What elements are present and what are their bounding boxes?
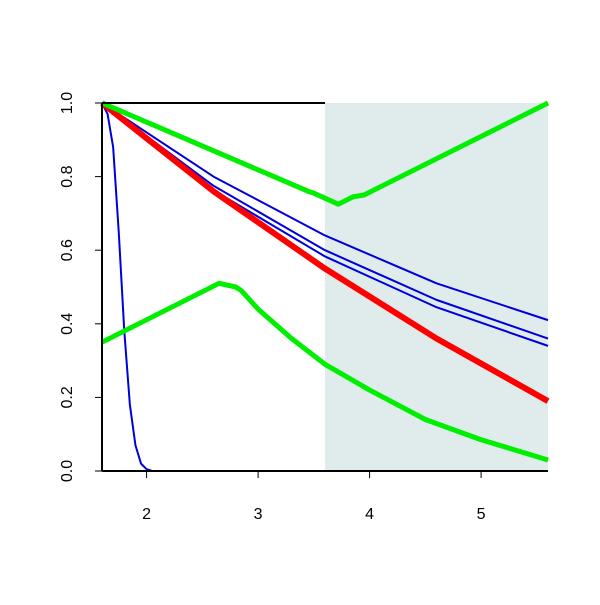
y-tick-label: 0.2 [59, 386, 76, 408]
line [100, 280, 549, 463]
line [101, 102, 548, 472]
shaded-region [325, 103, 548, 471]
y-tick-label: 0.6 [59, 239, 76, 261]
x-tick-label: 4 [365, 506, 374, 523]
y-tick-label: 0.0 [59, 460, 76, 482]
x-tick-label: 2 [142, 506, 151, 523]
x-tick-label: 3 [254, 506, 263, 523]
line [101, 100, 550, 207]
x-tick-label: 5 [477, 506, 486, 523]
y-tick-label: 1.0 [59, 92, 76, 114]
line [100, 100, 550, 404]
line [101, 102, 549, 322]
y-tick-label: 0.4 [59, 313, 76, 335]
y-tick-label: 0.8 [59, 165, 76, 187]
